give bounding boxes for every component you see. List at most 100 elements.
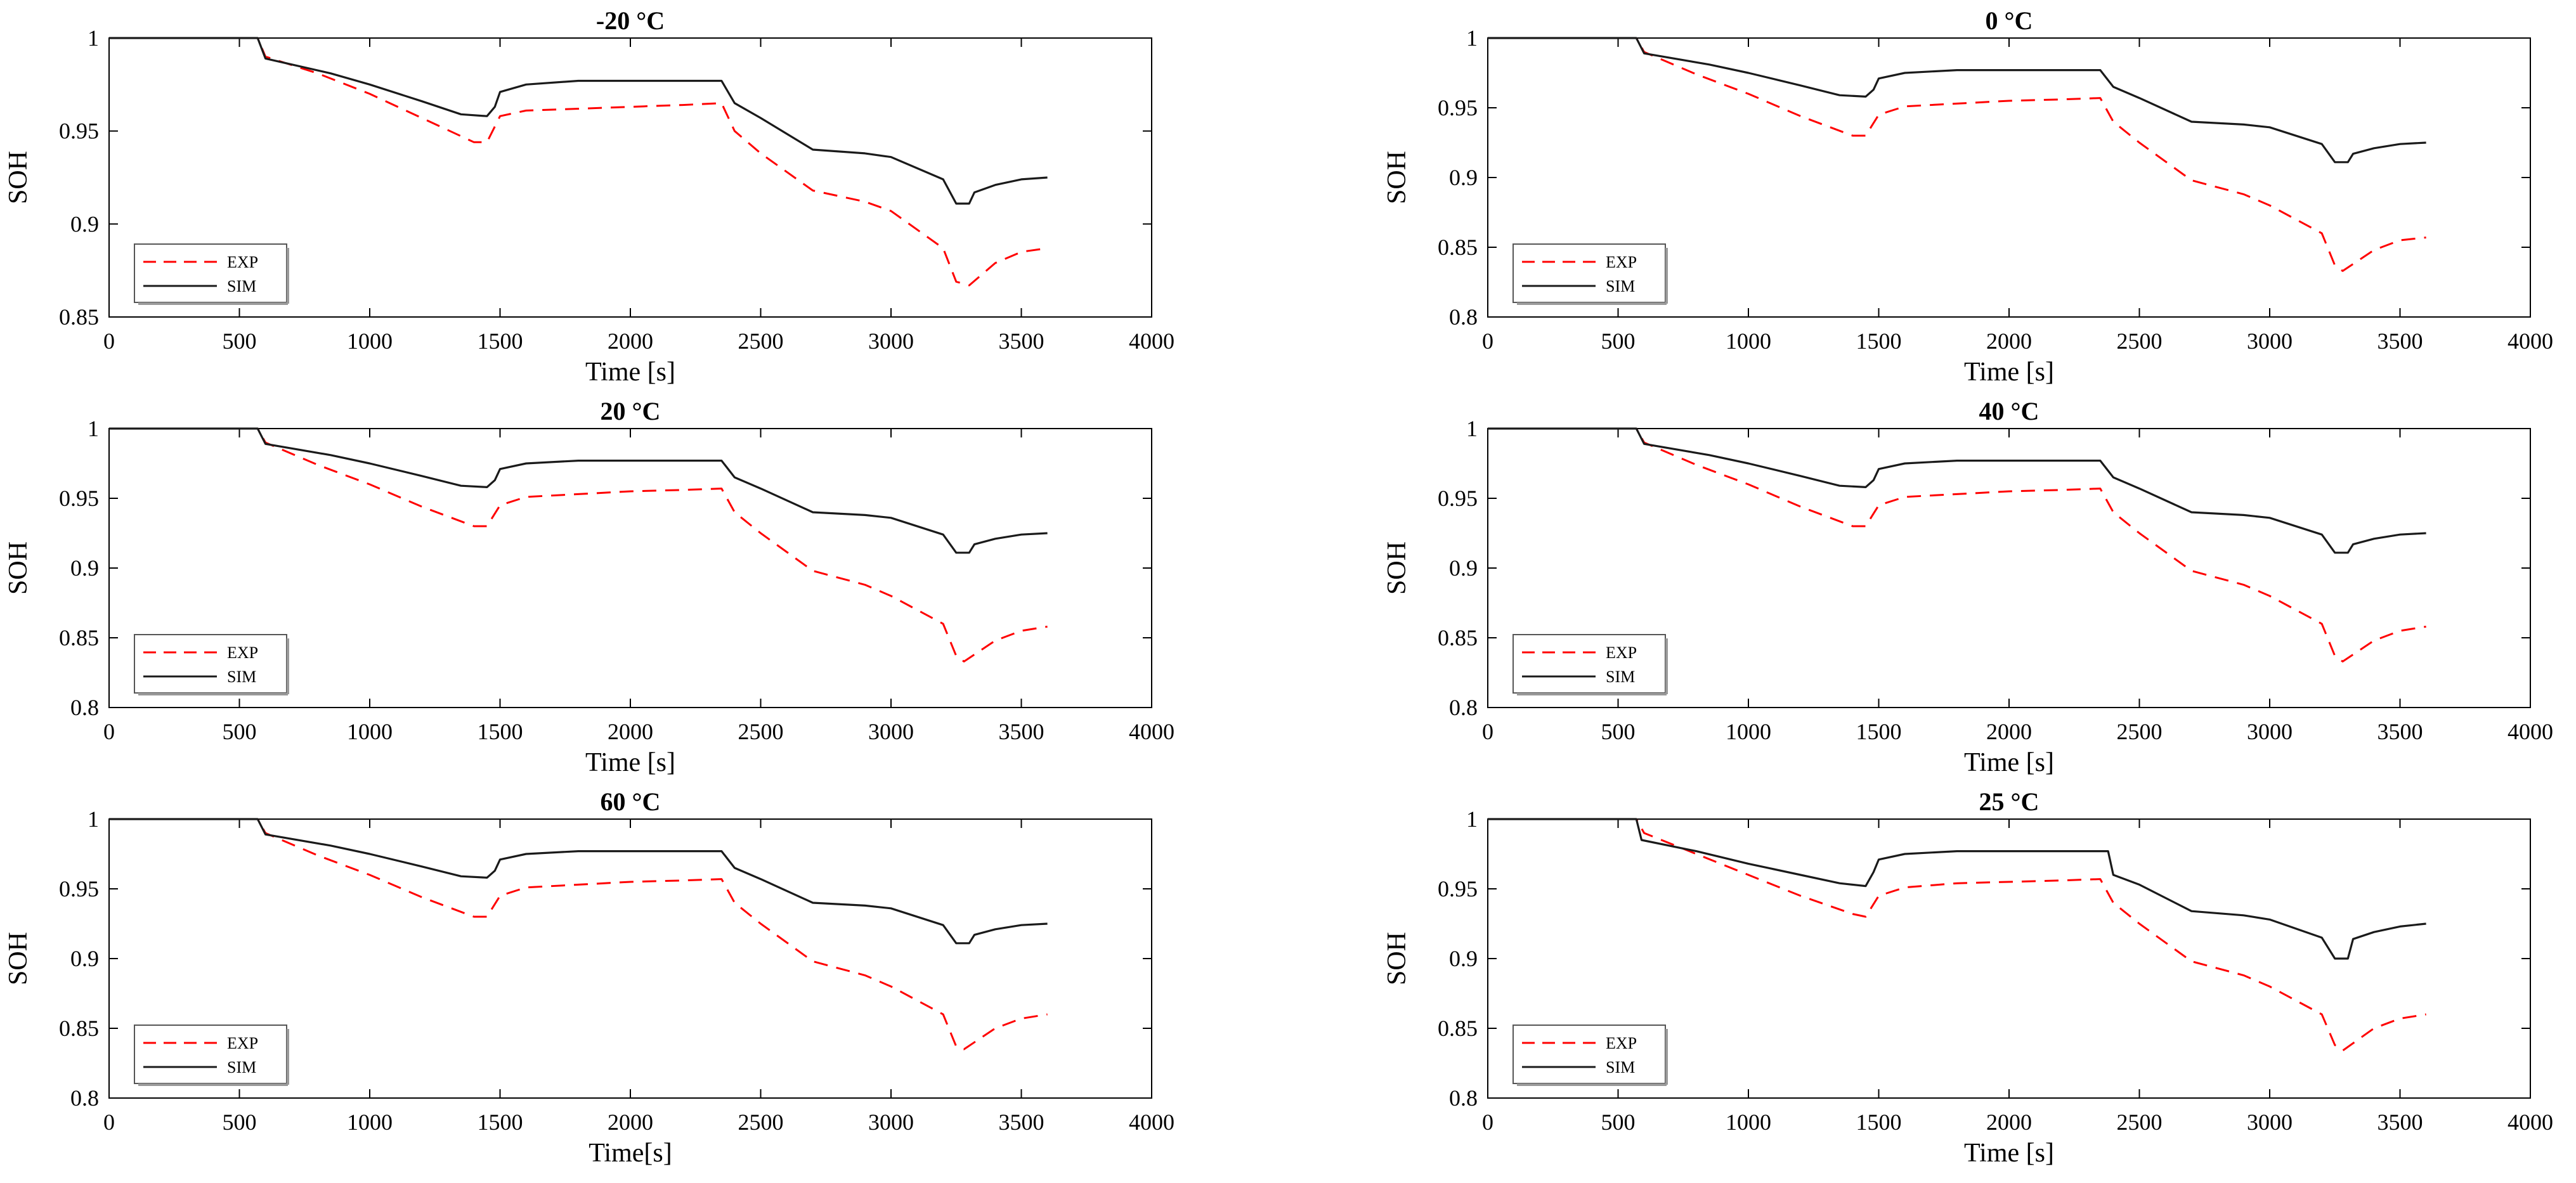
- y-tick-label: 0.85: [1438, 1016, 1478, 1041]
- x-tick-label: 500: [223, 1109, 257, 1135]
- y-tick-label: 0.9: [70, 555, 99, 581]
- legend: EXP SIM: [1512, 634, 1668, 695]
- x-axis-label: Time [s]: [585, 358, 675, 387]
- x-tick-label: 1500: [478, 328, 523, 354]
- y-tick-label: 1: [88, 25, 99, 51]
- exp-series-line: [1488, 818, 2426, 1052]
- x-tick-label: 500: [1601, 719, 1636, 744]
- x-tick-label: 0: [1482, 719, 1493, 744]
- legend-label: SIM: [1606, 668, 1635, 686]
- y-tick-label: 0.85: [59, 625, 99, 650]
- legend: EXP SIM: [134, 634, 289, 695]
- y-tick-label: 0.95: [1438, 486, 1478, 511]
- x-tick-label: 2000: [1986, 719, 2032, 744]
- x-tick-label: 2500: [738, 1109, 784, 1135]
- x-tick-label: 3500: [999, 328, 1044, 354]
- legend-box: [134, 634, 287, 694]
- legend-box: [134, 243, 287, 303]
- y-tick-label: 0.9: [70, 211, 99, 236]
- x-tick-label: 2000: [608, 1109, 653, 1135]
- chart-panel: 0 500 1000 1500 2000 2500 3000 3500 4000 0.8 0.85 0…: [4, 787, 1174, 1168]
- sim-series-line: [1488, 427, 2426, 554]
- y-tick-label: 1: [1466, 806, 1478, 832]
- y-tick-label: 0.95: [59, 119, 99, 144]
- exp-series-line: [109, 818, 1048, 1050]
- x-tick-label: 3500: [2378, 328, 2423, 354]
- sim-series-line: [109, 37, 1048, 205]
- x-tick-label: 1000: [347, 328, 393, 354]
- x-axis-label: Time [s]: [1964, 748, 2054, 777]
- x-tick-label: 3000: [2247, 328, 2293, 354]
- sim-series-line: [1488, 818, 2426, 960]
- x-tick-label: 3500: [2378, 1109, 2423, 1135]
- x-tick-label: 3000: [868, 719, 914, 744]
- chart-title: 40 °C: [1979, 397, 2039, 425]
- chart-panel: 0 500 1000 1500 2000 2500 3000 3500 4000 0.8 0.85 0…: [4, 397, 1174, 777]
- x-tick-label: 2000: [608, 328, 653, 354]
- x-tick-label: 3000: [868, 328, 914, 354]
- x-tick-label: 1500: [1856, 719, 1902, 744]
- exp-series-line: [1488, 427, 2426, 663]
- x-tick-label: 2000: [608, 719, 653, 744]
- chart-panel: 0 500 1000 1500 2000 2500 3000 3500 4000 0.8 0.85 0…: [1382, 397, 2553, 777]
- legend-label: EXP: [227, 643, 258, 662]
- y-tick-label: 0.85: [59, 304, 99, 330]
- x-tick-label: 1500: [1856, 1109, 1902, 1135]
- x-tick-label: 3000: [2247, 1109, 2293, 1135]
- x-tick-label: 0: [103, 1109, 115, 1135]
- x-tick-label: 1000: [347, 719, 393, 744]
- x-tick-label: 3500: [2378, 719, 2423, 744]
- x-tick-label: 0: [103, 328, 115, 354]
- x-tick-label: 0: [103, 719, 115, 744]
- chart-title: -20 °C: [596, 6, 665, 35]
- legend: EXP SIM: [1512, 243, 1668, 305]
- y-tick-label: 0.9: [70, 946, 99, 971]
- y-axis-label: SOH: [4, 151, 33, 204]
- x-tick-label: 1000: [1726, 328, 1771, 354]
- legend-label: EXP: [1606, 643, 1637, 662]
- x-tick-label: 500: [223, 328, 257, 354]
- x-tick-label: 1500: [478, 1109, 523, 1135]
- sim-series-line: [109, 818, 1048, 945]
- y-axis-label: SOH: [4, 541, 33, 595]
- chart-panel: 0 500 1000 1500 2000 2500 3000 3500 4000 0.85 0.9 0…: [4, 6, 1174, 387]
- exp-series-line: [1488, 37, 2426, 272]
- exp-series-line: [109, 37, 1048, 287]
- sim-series-line: [1488, 37, 2426, 164]
- y-tick-label: 0.85: [59, 1016, 99, 1041]
- chart-title: 60 °C: [601, 787, 661, 816]
- chart-title: 25 °C: [1979, 787, 2039, 816]
- chart-panel: 0 500 1000 1500 2000 2500 3000 3500 4000 0.8 0.85 0…: [1382, 6, 2553, 387]
- y-tick-label: 0.8: [70, 1085, 99, 1111]
- y-tick-label: 1: [88, 416, 99, 441]
- y-tick-label: 1: [1466, 416, 1478, 441]
- x-axis-label: Time [s]: [1964, 1139, 2054, 1168]
- exp-series-line: [109, 427, 1048, 663]
- x-tick-label: 2500: [2117, 1109, 2163, 1135]
- y-tick-label: 1: [1466, 25, 1478, 51]
- legend-box: [1512, 1025, 1666, 1084]
- x-tick-label: 3500: [999, 1109, 1044, 1135]
- x-tick-label: 4000: [1129, 719, 1174, 744]
- y-tick-label: 0.8: [1449, 1085, 1478, 1111]
- x-tick-label: 1000: [347, 1109, 393, 1135]
- x-tick-label: 4000: [2508, 1109, 2553, 1135]
- x-tick-label: 3000: [868, 1109, 914, 1135]
- x-tick-label: 1000: [1726, 1109, 1771, 1135]
- legend-box: [1512, 243, 1666, 303]
- y-axis-label: SOH: [1382, 932, 1412, 985]
- legend-label: SIM: [227, 277, 256, 295]
- legend-label: SIM: [1606, 277, 1635, 295]
- legend-label: SIM: [227, 1058, 256, 1076]
- y-tick-label: 0.9: [1449, 165, 1478, 190]
- legend-label: SIM: [1606, 1058, 1635, 1076]
- y-tick-label: 0.85: [1438, 625, 1478, 650]
- x-tick-label: 1000: [1726, 719, 1771, 744]
- x-tick-label: 1500: [1856, 328, 1902, 354]
- legend: EXP SIM: [134, 1025, 289, 1086]
- y-tick-label: 0.8: [1449, 304, 1478, 330]
- y-tick-label: 0.9: [1449, 555, 1478, 581]
- chart-title: 0 °C: [1986, 6, 2033, 35]
- x-tick-label: 3500: [999, 719, 1044, 744]
